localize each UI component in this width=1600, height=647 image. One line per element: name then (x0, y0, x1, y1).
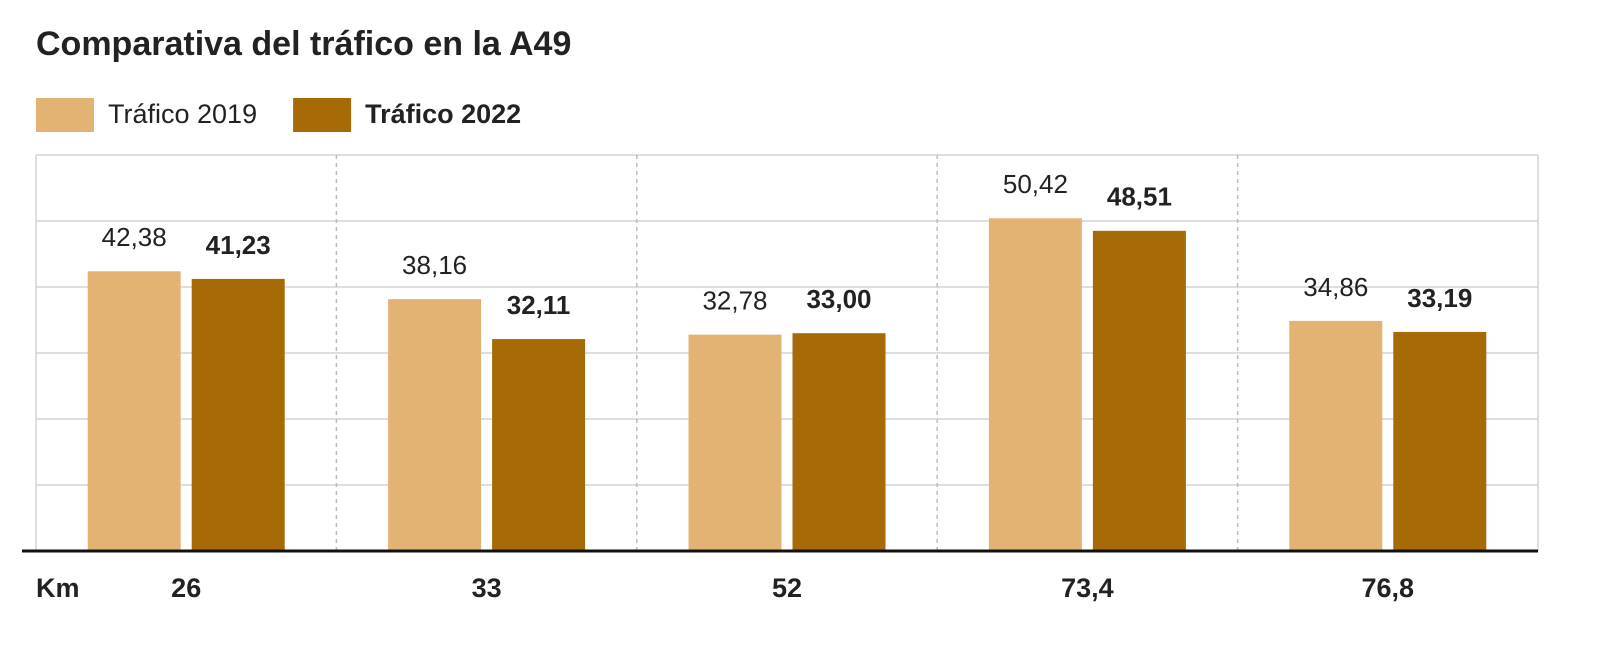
bar (87, 271, 181, 551)
data-label: 42,38 (102, 222, 167, 252)
bar (492, 339, 586, 551)
x-axis-label: Km (36, 573, 80, 603)
x-tick-label: 33 (472, 573, 502, 603)
x-tick-label: 73,4 (1061, 573, 1114, 603)
data-label: 33,00 (806, 284, 871, 314)
bar (191, 278, 285, 551)
data-label: 48,51 (1107, 182, 1172, 212)
bar (792, 333, 886, 551)
legend-swatch (293, 98, 352, 132)
data-label: 32,78 (702, 286, 767, 316)
bar (1289, 320, 1383, 551)
data-label: 50,42 (1003, 169, 1068, 199)
data-label: 33,19 (1407, 283, 1472, 313)
legend-label: Tráfico 2019 (108, 99, 257, 129)
x-tick-label: 52 (772, 573, 802, 603)
data-label: 32,11 (507, 290, 571, 320)
legend-swatch (36, 98, 94, 132)
data-label: 34,86 (1303, 272, 1368, 302)
legend-label: Tráfico 2022 (365, 99, 521, 129)
data-label: 38,16 (402, 250, 467, 280)
x-tick-label: 26 (171, 573, 201, 603)
data-label: 41,23 (206, 230, 271, 260)
bar (688, 334, 782, 551)
bar (388, 299, 482, 551)
bar (1393, 331, 1487, 551)
bar (1092, 230, 1186, 552)
chart-title: Comparativa del tráfico en la A49 (36, 25, 571, 63)
x-tick-label: 76,8 (1362, 573, 1415, 603)
bar (988, 218, 1082, 551)
